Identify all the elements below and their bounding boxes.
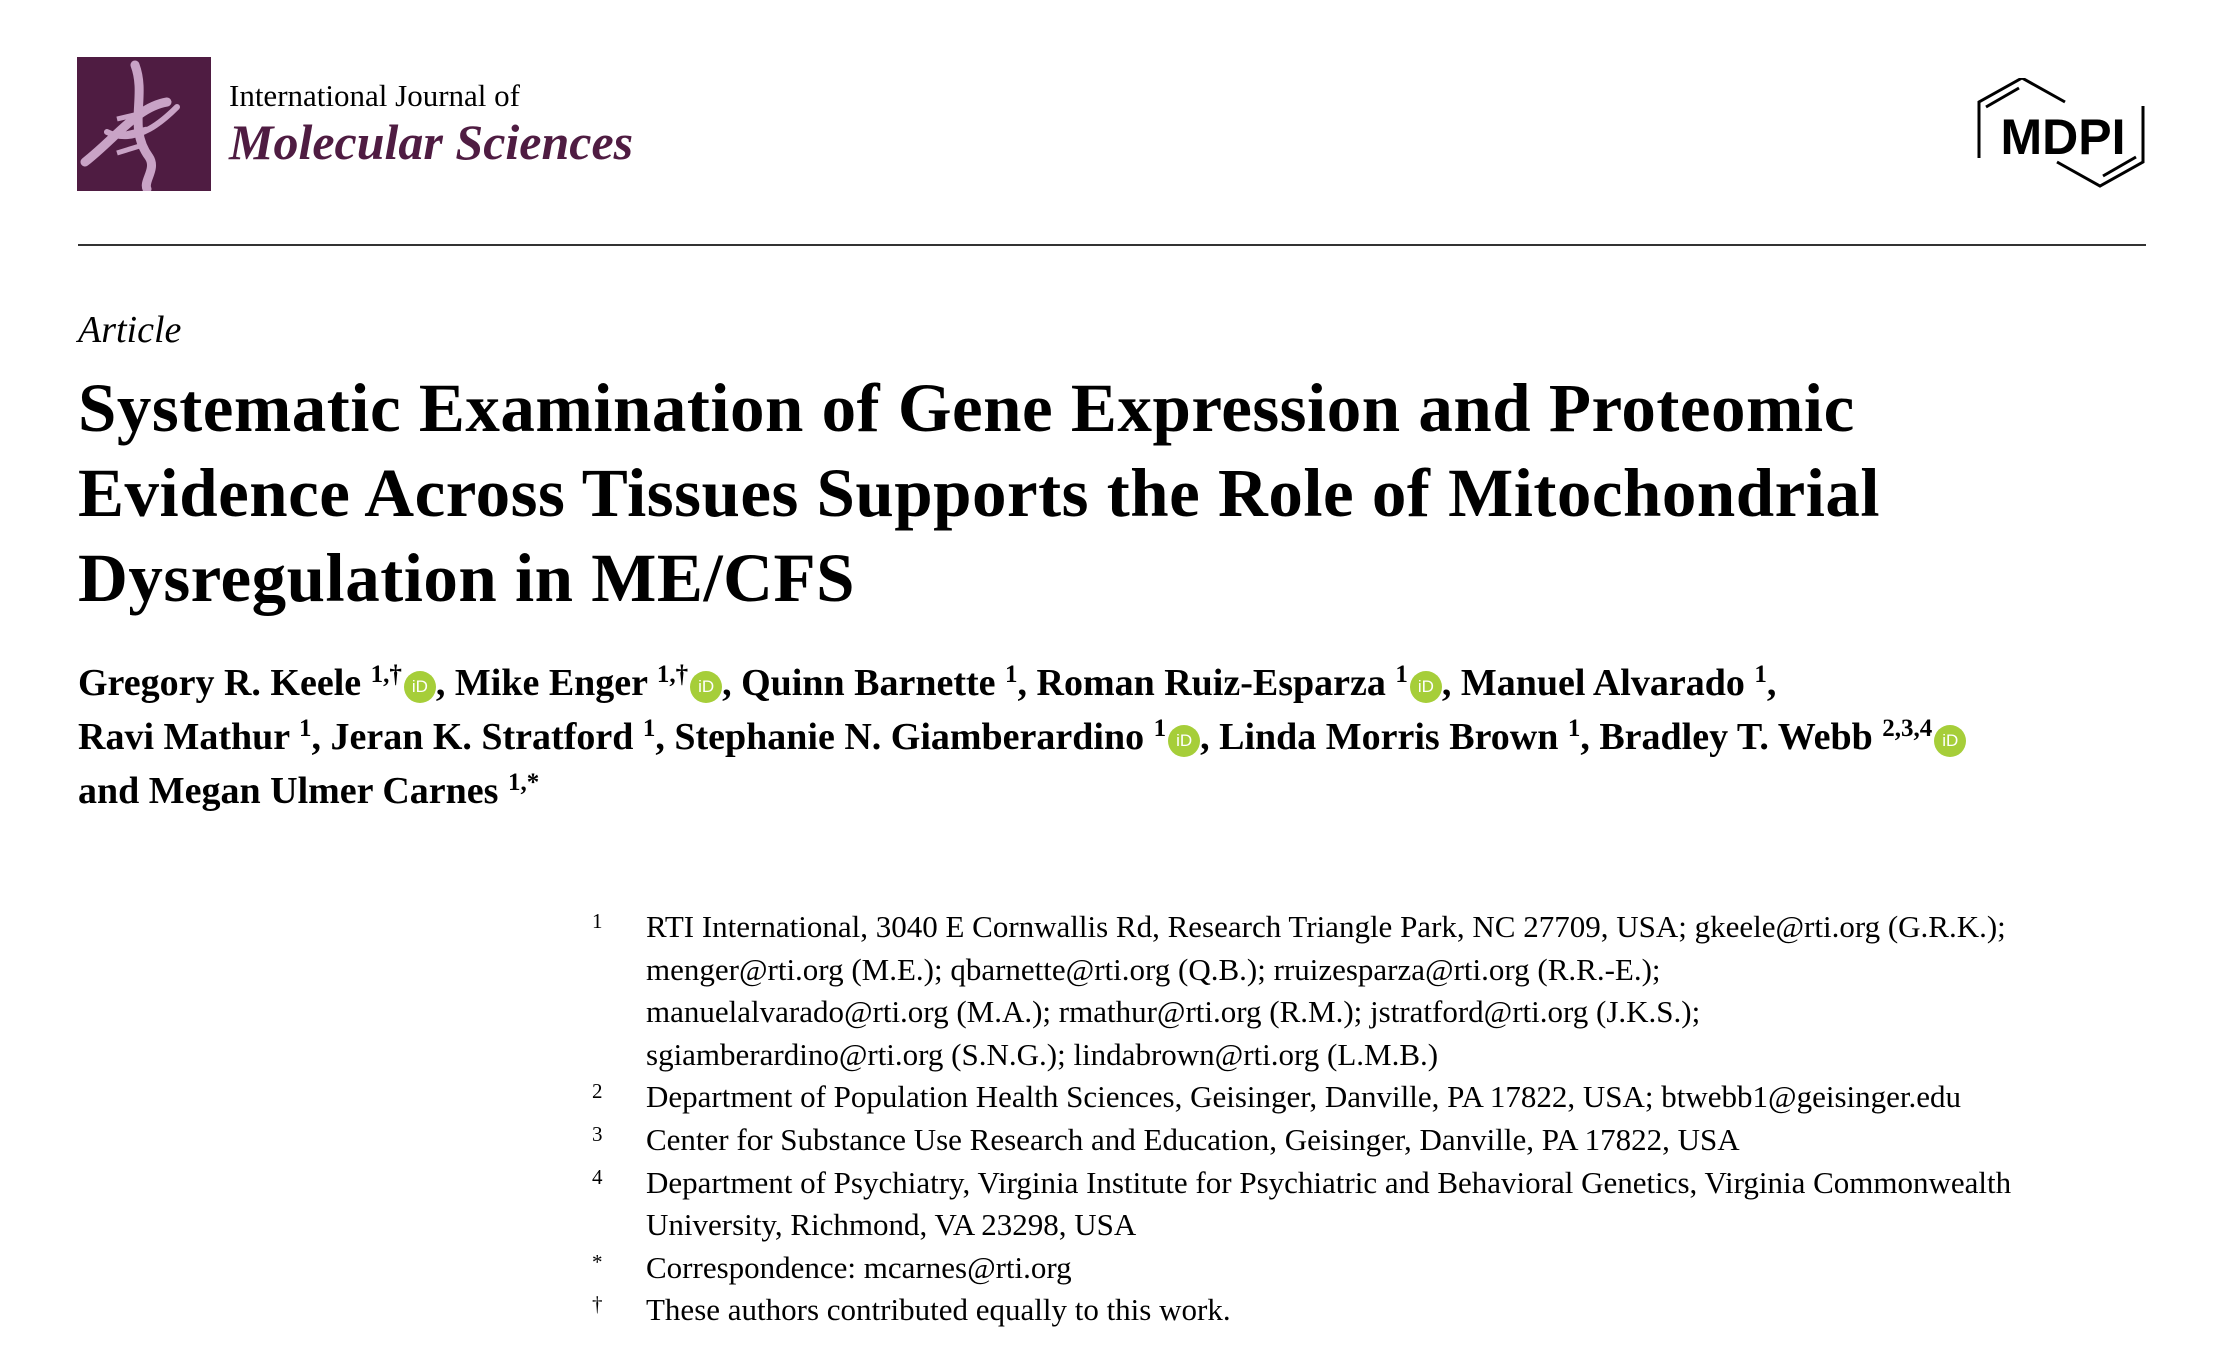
journal-logo-dna-icon bbox=[77, 57, 211, 194]
affiliation-line: Center for Substance Use Research and Ed… bbox=[646, 1121, 1740, 1157]
author-name: Ravi Mathur bbox=[78, 716, 299, 758]
author-affiliation-marks: 1 bbox=[1153, 715, 1167, 742]
orcid-icon[interactable]: iD bbox=[1168, 725, 1201, 757]
author-list: Gregory R. Keele 1,† iD, Mike Enger 1,† iD… bbox=[78, 656, 2178, 818]
author-name: Quinn Barnette bbox=[741, 662, 1005, 704]
affiliation-mark: † bbox=[592, 1292, 603, 1317]
author-affiliation-marks: 1 bbox=[1754, 661, 1767, 688]
affiliation-item: 4 Department of Psychiatry, Virginia Inst… bbox=[592, 1162, 2192, 1247]
affiliation-line: sgiamberardino@rti.org (S.N.G.); lindabr… bbox=[646, 1036, 1439, 1072]
author-name: Roman Ruiz-Esparza bbox=[1036, 662, 1396, 704]
affiliations: 1 RTI International, 3040 E Cornwallis Rd… bbox=[592, 906, 2192, 1332]
affiliation-line: University, Richmond, VA 23298, USA bbox=[646, 1207, 1137, 1243]
affiliation-text: Correspondence: mcarnes@rti.org bbox=[646, 1247, 1072, 1290]
article-title: Systematic Examination of Gene Expressio… bbox=[78, 366, 2178, 621]
affiliation-item: 1 RTI International, 3040 E Cornwallis Rd… bbox=[592, 906, 2192, 1076]
author-name: and Megan Ulmer Carnes bbox=[78, 770, 508, 812]
author-separator: , bbox=[722, 662, 742, 704]
author-affiliation-marks: 1,† bbox=[370, 661, 402, 688]
journal-name-line2: Molecular Sciences bbox=[229, 114, 634, 170]
author-separator: , bbox=[311, 716, 331, 758]
affiliation-text: Center for Substance Use Research and Ed… bbox=[646, 1119, 1740, 1162]
mdpi-logo: MDPI bbox=[1975, 76, 2150, 193]
author[interactable]: Manuel Alvarado 1 bbox=[1461, 662, 1767, 704]
author-affiliation-marks: 1 bbox=[1567, 715, 1581, 742]
affiliation-line: Correspondence: mcarnes@rti.org bbox=[646, 1249, 1072, 1285]
affiliation-item: † These authors contributed equally to th… bbox=[592, 1289, 2192, 1332]
author-separator: , bbox=[655, 716, 675, 758]
orcid-icon[interactable]: iD bbox=[1409, 671, 1442, 703]
affiliation-item: * Correspondence: mcarnes@rti.org bbox=[592, 1247, 2192, 1290]
affiliation-mark: 2 bbox=[592, 1079, 603, 1104]
affiliation-line: These authors contributed equally to thi… bbox=[646, 1292, 1231, 1328]
affiliation-text: Department of Psychiatry, Virginia Insti… bbox=[646, 1162, 2011, 1247]
author-name: Bradley T. Webb bbox=[1599, 716, 1883, 758]
author[interactable]: Quinn Barnette 1 bbox=[741, 662, 1017, 704]
affiliation-line: Department of Psychiatry, Virginia Insti… bbox=[646, 1164, 2012, 1200]
author-affiliation-marks: 1 bbox=[642, 715, 656, 742]
author[interactable]: and Megan Ulmer Carnes 1,* bbox=[78, 770, 539, 812]
author[interactable]: Mike Enger 1,† iD bbox=[454, 661, 723, 704]
author-name: Jeran K. Stratford bbox=[330, 716, 643, 758]
author[interactable]: Jeran K. Stratford 1 bbox=[330, 716, 655, 758]
author-name: Stephanie N. Giamberardino bbox=[674, 716, 1154, 758]
affiliation-line: RTI International, 3040 E Cornwallis Rd,… bbox=[646, 909, 2006, 944]
author-affiliation-marks: 2,3,4 bbox=[1882, 715, 1933, 742]
journal-name-line1: International Journal of bbox=[229, 78, 520, 113]
author-name: Manuel Alvarado bbox=[1460, 662, 1755, 704]
author-separator: , bbox=[1200, 716, 1220, 758]
author-affiliation-marks: 1,* bbox=[507, 769, 540, 796]
author-separator: , bbox=[1441, 662, 1461, 704]
affiliation-line: manuelalvarado@rti.org (M.A.); rmathur@r… bbox=[646, 994, 1701, 1030]
article-type: Article bbox=[78, 309, 182, 351]
orcid-icon[interactable]: iD bbox=[1934, 725, 1967, 757]
author-name: Gregory R. Keele bbox=[78, 662, 371, 704]
title-line: Systematic Examination of Gene Expressio… bbox=[78, 370, 1855, 446]
author-name: Mike Enger bbox=[454, 662, 657, 704]
orcid-icon[interactable]: iD bbox=[690, 671, 723, 703]
author-name: Linda Morris Brown bbox=[1219, 716, 1568, 758]
author-affiliation-marks: 1 bbox=[1395, 661, 1408, 688]
author[interactable]: Stephanie N. Giamberardino 1 iD bbox=[674, 715, 1201, 758]
orcid-icon[interactable]: iD bbox=[403, 671, 436, 703]
author-affiliation-marks: 1,† bbox=[656, 661, 689, 688]
affiliation-mark: * bbox=[592, 1249, 603, 1274]
author[interactable]: Ravi Mathur 1 bbox=[78, 716, 311, 758]
author[interactable]: Roman Ruiz-Esparza 1 iD bbox=[1037, 662, 1442, 704]
title-line: Evidence Across Tissues Supports the Rol… bbox=[78, 455, 1881, 531]
affiliation-mark: 4 bbox=[592, 1164, 603, 1189]
author-separator: , bbox=[1766, 662, 1777, 704]
author-separator: , bbox=[435, 662, 455, 704]
author-separator: , bbox=[1580, 716, 1600, 758]
author-affiliation-marks: 1 bbox=[298, 715, 312, 742]
affiliation-line: menger@rti.org (M.E.); qbarnette@rti.org… bbox=[646, 951, 1661, 987]
journal-name: International Journal of Molecular Scien… bbox=[229, 78, 633, 170]
author[interactable]: Gregory R. Keele 1,† iD bbox=[78, 662, 436, 704]
affiliation-mark: 1 bbox=[592, 909, 603, 933]
affiliation-text: These authors contributed equally to thi… bbox=[646, 1289, 1231, 1332]
author-affiliation-marks: 1 bbox=[1005, 661, 1018, 688]
affiliation-item: 2 Department of Population Health Science… bbox=[592, 1076, 2192, 1119]
header-divider bbox=[78, 244, 2146, 246]
affiliation-line: Department of Population Health Sciences… bbox=[646, 1079, 1962, 1115]
affiliation-mark: 3 bbox=[592, 1121, 603, 1146]
affiliation-text: RTI International, 3040 E Cornwallis Rd,… bbox=[646, 906, 2006, 1076]
author[interactable]: Linda Morris Brown 1 bbox=[1219, 716, 1580, 758]
affiliation-text: Department of Population Health Sciences… bbox=[646, 1076, 1961, 1119]
title-line: Dysregulation in ME/CFS bbox=[78, 540, 855, 616]
author[interactable]: Bradley T. Webb 2,3,4 iD bbox=[1599, 715, 1967, 758]
affiliation-item: 3 Center for Substance Use Research and E… bbox=[592, 1119, 2192, 1162]
svg-text:MDPI: MDPI bbox=[2001, 109, 2126, 165]
author-separator: , bbox=[1017, 662, 1037, 704]
